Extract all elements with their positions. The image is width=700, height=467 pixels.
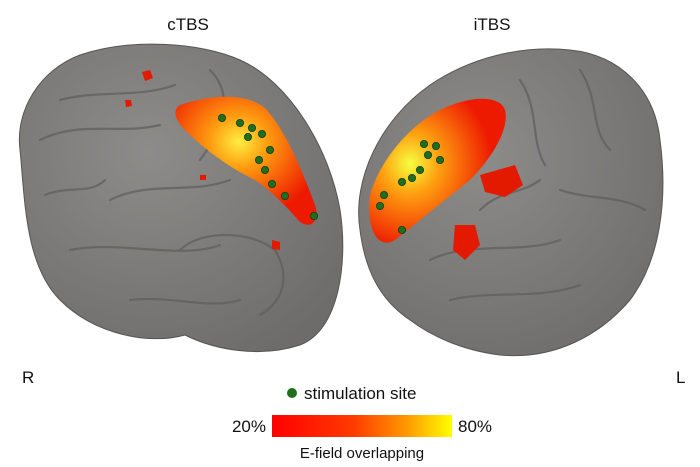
dot bbox=[379, 190, 388, 199]
dot bbox=[217, 114, 226, 123]
dot bbox=[423, 150, 432, 159]
dot bbox=[260, 165, 269, 174]
dot bbox=[435, 155, 444, 164]
dot bbox=[235, 119, 244, 128]
dot bbox=[407, 173, 416, 182]
dot bbox=[280, 191, 289, 200]
legend-label: stimulation site bbox=[304, 384, 416, 403]
colorbar-min: 20% bbox=[232, 417, 266, 436]
dot bbox=[431, 141, 440, 150]
panel-title: iTBS bbox=[474, 15, 511, 34]
brain-left bbox=[358, 48, 664, 357]
dot bbox=[257, 129, 266, 138]
dot bbox=[254, 155, 263, 164]
colorbar-max: 80% bbox=[458, 417, 492, 436]
dot bbox=[375, 201, 384, 210]
dot bbox=[397, 225, 406, 234]
colorbar bbox=[272, 415, 452, 437]
dot bbox=[309, 211, 318, 220]
brain-right bbox=[18, 43, 344, 353]
legend-marker bbox=[287, 388, 297, 398]
dot bbox=[397, 177, 406, 186]
dot bbox=[267, 179, 276, 188]
panel-title: cTBS bbox=[167, 15, 209, 34]
dot bbox=[247, 124, 256, 133]
stimulation-dots bbox=[375, 139, 444, 234]
side-label: R bbox=[22, 368, 34, 387]
dot bbox=[243, 132, 252, 141]
dot bbox=[415, 165, 424, 174]
stimulation-dots bbox=[217, 114, 318, 220]
side-label: L bbox=[676, 368, 685, 387]
dot bbox=[419, 139, 428, 148]
colorbar-title: E-field overlapping bbox=[300, 445, 424, 462]
dot bbox=[265, 145, 274, 154]
